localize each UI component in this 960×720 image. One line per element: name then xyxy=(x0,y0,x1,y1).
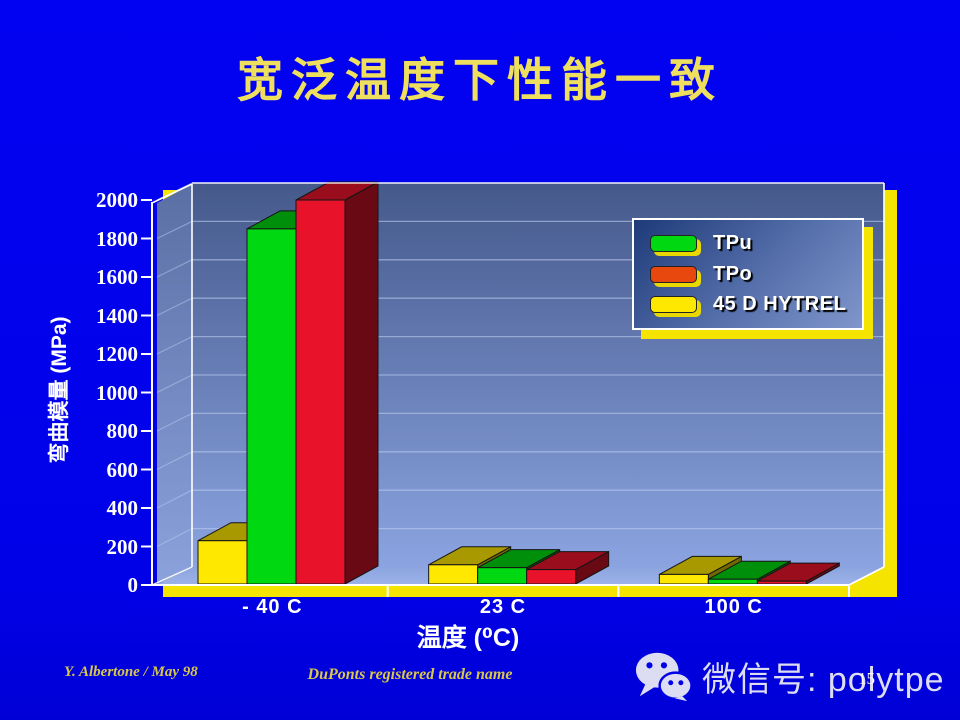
y-tick-label: 1600 xyxy=(96,265,138,289)
legend-row-hytrel: 45 D HYTREL xyxy=(650,293,862,316)
y-tick-label: 600 xyxy=(106,457,139,482)
page-number: 15 xyxy=(858,669,875,688)
y-tick-label: 1200 xyxy=(96,342,138,366)
y-tick-label: 2000 xyxy=(96,188,138,212)
y-tick-label: 0 xyxy=(127,573,139,597)
legend-label-hytrel: 45 D HYTREL xyxy=(713,293,847,316)
slide-title: 宽泛温度下性能一致 xyxy=(237,55,723,106)
legend-row-tpo: TPo xyxy=(650,263,862,286)
author-credit: Y. Albertone / May 98 xyxy=(64,664,198,680)
wechat-icon xyxy=(635,652,692,702)
y-tick-label: 1800 xyxy=(96,226,138,251)
bar-TPo-0 xyxy=(295,181,379,585)
y-axis-title: 弯曲模量 (MPa) xyxy=(48,316,71,464)
bar-TPo-2 xyxy=(756,562,840,585)
x-category-label: 100 C xyxy=(704,596,763,618)
y-tick-label: 1400 xyxy=(96,303,138,328)
trademark-note: DuPonts registered trade name xyxy=(307,666,513,683)
tpo-swatch-icon xyxy=(650,265,697,283)
y-tick-label: 200 xyxy=(106,534,139,559)
wechat-watermark: 微信号: polytpe xyxy=(634,650,945,702)
tpu-swatch-icon xyxy=(650,234,697,252)
x-category-label: - 40 C xyxy=(242,596,303,618)
x-axis-title: 温度 (⁰C) xyxy=(416,624,520,652)
y-tick-label: 800 xyxy=(106,419,139,443)
legend-row-tpu: TPu xyxy=(650,232,862,255)
y-tick-label: 400 xyxy=(106,496,139,520)
bar-TPo-1 xyxy=(526,550,610,585)
wechat-id-label: 微信号: polytpe xyxy=(702,660,945,699)
hytrel-swatch-icon xyxy=(650,296,697,314)
legend-label-tpo: TPo xyxy=(713,262,753,285)
legend-label-tpu: TPu xyxy=(713,231,753,254)
chart-legend: TPu TPo 45 D HYTREL xyxy=(632,218,864,330)
x-category-label: 23 C xyxy=(479,596,527,618)
y-tick-label: 1000 xyxy=(96,380,138,405)
